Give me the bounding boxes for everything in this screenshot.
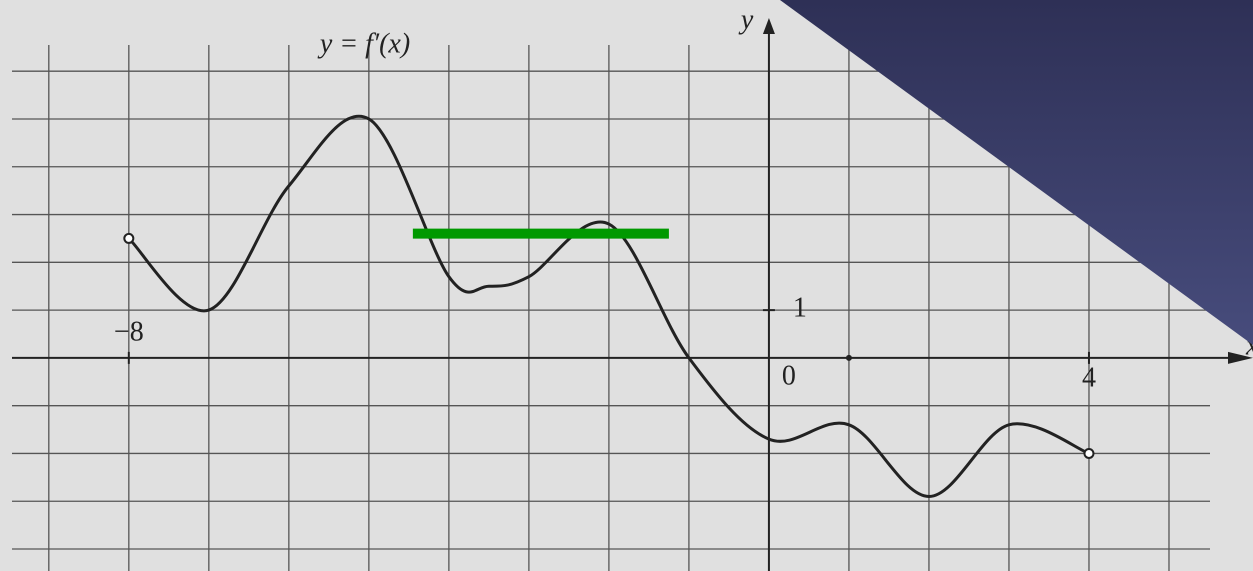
unit-dot [845,354,852,361]
y-tick-label: 1 [793,293,807,324]
endpoint [1083,447,1095,459]
y-axis-label: y [738,4,754,35]
chart-title: y = f′(x) [317,28,410,59]
overlay-triangle [780,0,1253,345]
y-axis-arrow [762,18,775,34]
x-tick-label: 4 [1082,362,1096,393]
plot: x y 0 −8 4 1 [12,4,1253,571]
x-tick-label: −8 [114,316,144,347]
origin-label: 0 [782,360,796,391]
endpoint [123,232,135,244]
x-axis-label: x [1245,330,1253,361]
x-axis-arrow [1228,351,1253,364]
